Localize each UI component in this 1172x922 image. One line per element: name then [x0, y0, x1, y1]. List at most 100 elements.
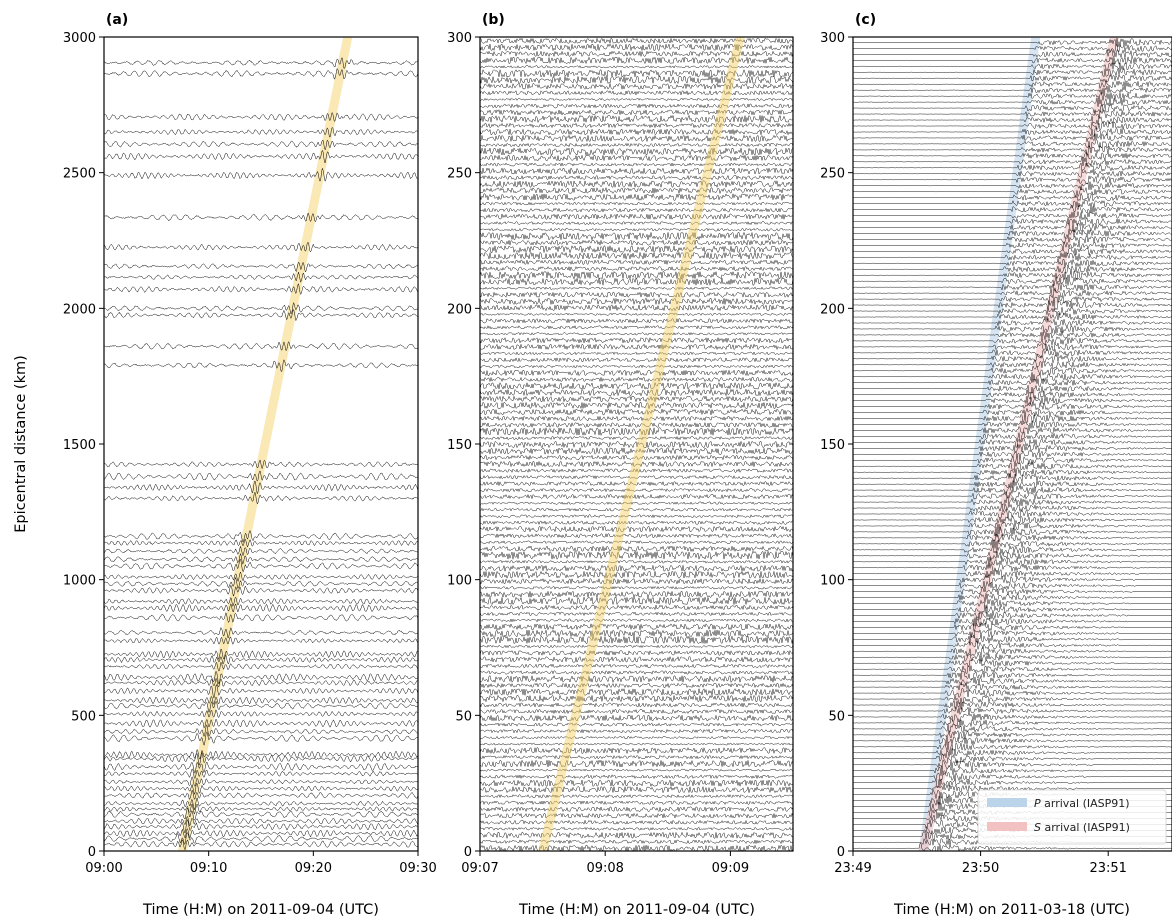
seismic-trace: [480, 540, 793, 545]
seismic-trace: [853, 699, 1172, 710]
seismic-trace: [480, 207, 793, 213]
seismic-trace: [853, 372, 1172, 383]
seismic-trace: [104, 649, 418, 661]
seismic-trace: [104, 167, 418, 183]
seismic-trace: [853, 472, 1172, 483]
seismic-trace: [480, 525, 793, 533]
seismic-trace: [480, 286, 793, 290]
arrival-band: [538, 37, 745, 851]
seismic-trace: [104, 751, 418, 767]
seismic-trace: [480, 251, 793, 260]
seismic-trace: [480, 785, 793, 794]
seismic-trace: [104, 340, 418, 352]
seismic-trace: [480, 244, 793, 254]
seismic-trace: [853, 653, 1172, 662]
seismic-trace: [104, 481, 418, 495]
seismic-trace: [104, 283, 418, 295]
seismic-trace: [853, 395, 1172, 406]
seismic-trace: [853, 67, 1172, 78]
seismic-trace: [853, 211, 1172, 221]
seismic-trace: [853, 569, 1172, 578]
seismic-trace: [104, 670, 418, 685]
panel-b-arrival-band: [538, 37, 745, 851]
seismic-trace: [104, 818, 418, 833]
seismic-trace: [104, 696, 418, 705]
seismic-trace: [853, 450, 1172, 459]
seismic-trace: [104, 545, 418, 556]
seismic-trace: [480, 728, 793, 734]
seismic-trace: [853, 729, 1172, 739]
seismic-trace: [480, 493, 793, 500]
seismic-trace: [104, 661, 418, 672]
seismic-trace: [480, 570, 793, 579]
x-tick-label: 09:30: [399, 861, 436, 876]
seismic-trace: [853, 109, 1172, 119]
legend-s-swatch: [987, 822, 1027, 831]
seismic-trace: [480, 270, 793, 280]
seismic-trace: [853, 312, 1172, 321]
seismic-trace: [480, 227, 793, 232]
seismic-trace: [853, 299, 1172, 311]
panel-b-x-axis-label: Time (H:M) on 2011-09-04 (UTC): [518, 902, 755, 918]
seismic-trace: [853, 521, 1172, 531]
seismic-trace: [480, 351, 793, 356]
seismic-trace: [853, 611, 1172, 621]
seismic-trace: [853, 365, 1172, 377]
seismic-trace: [480, 401, 793, 410]
seismic-trace: [480, 154, 793, 162]
seismic-trace: [853, 598, 1172, 609]
seismic-trace: [104, 636, 418, 645]
seismic-trace: [853, 681, 1172, 693]
seismic-trace: [480, 109, 793, 116]
seismic-trace: [853, 133, 1172, 142]
seismic-trace: [853, 622, 1172, 632]
seismic-trace: [480, 644, 793, 649]
seismic-trace: [853, 533, 1172, 542]
seismic-trace: [853, 467, 1172, 477]
legend-p-label: P arrival (IASP91): [1034, 797, 1130, 810]
seismic-trace: [853, 658, 1172, 668]
panel-c-x-axis-label: Time (H:M) on 2011-03-18 (UTC): [893, 902, 1130, 918]
seismic-trace: [480, 68, 793, 78]
y-tick-label: 200: [447, 302, 472, 317]
y-tick-label: 2500: [63, 167, 96, 182]
seismic-trace: [480, 655, 793, 663]
seismic-trace: [480, 468, 793, 473]
seismic-trace: [104, 359, 418, 372]
seismic-trace: [853, 640, 1172, 650]
seismic-trace: [480, 134, 793, 143]
seismic-trace: [853, 419, 1172, 430]
seismic-trace: [853, 407, 1172, 418]
s-arrival-band: [918, 37, 1119, 851]
seismic-trace: [853, 217, 1172, 227]
seismic-trace: [480, 37, 793, 45]
seismic-trace: [480, 381, 793, 390]
seismic-trace: [104, 768, 418, 779]
seismic-trace: [853, 181, 1172, 191]
x-tick-label: 23:49: [834, 861, 871, 876]
seismic-trace: [853, 62, 1172, 72]
seismic-trace: [104, 803, 418, 815]
seismic-trace: [480, 43, 793, 52]
seismic-trace: [853, 759, 1172, 770]
seismic-trace: [853, 502, 1172, 513]
panel-b-x-axis: 09:07 09:08 09:09: [461, 851, 749, 876]
seismic-trace: [104, 538, 418, 548]
seismic-trace: [853, 647, 1172, 657]
seismic-trace: [853, 247, 1172, 257]
y-tick-label: 250: [820, 167, 845, 182]
seismic-trace: [853, 43, 1172, 54]
seismic-trace: [853, 765, 1172, 776]
seismic-trace: [480, 611, 793, 617]
legend: P arrival (IASP91) S arrival (IASP91): [977, 789, 1167, 845]
seismic-trace: [104, 776, 418, 787]
seismic-trace: [853, 121, 1172, 131]
panel-a-x-axis-label: Time (H:M) on 2011-09-04 (UTC): [142, 902, 379, 918]
seismic-trace: [480, 343, 793, 351]
seismic-trace: [480, 304, 793, 312]
seismic-trace: [480, 564, 793, 572]
seismic-trace: [480, 114, 793, 124]
seismic-trace: [480, 714, 793, 722]
seismic-trace: [853, 276, 1172, 286]
seismic-trace: [853, 670, 1172, 681]
